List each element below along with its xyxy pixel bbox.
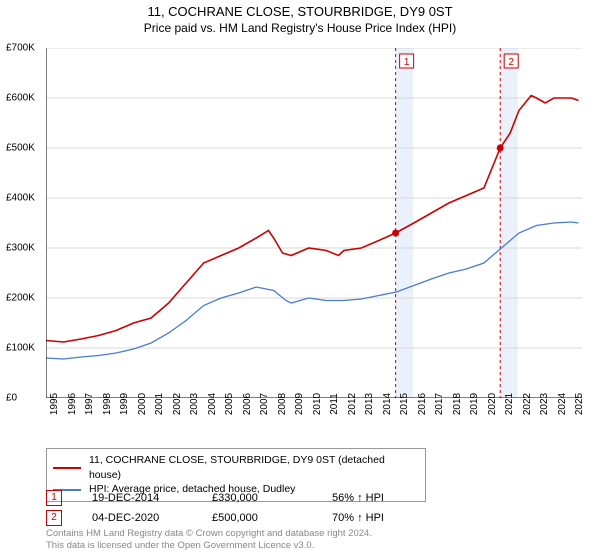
x-axis-tick-label: 2000 — [137, 393, 148, 415]
x-axis-tick-label: 2008 — [277, 393, 288, 415]
x-axis-tick-label: 1997 — [84, 393, 95, 415]
x-axis-tick-label: 2022 — [522, 393, 533, 415]
x-axis-tick-label: 2018 — [452, 393, 463, 415]
y-axis-tick-label: £500K — [6, 143, 52, 154]
legend-swatch — [53, 467, 81, 469]
marker-delta: 56% ↑ HPI — [332, 492, 452, 504]
x-axis-tick-label: 2002 — [172, 393, 183, 415]
x-axis-tick-label: 1998 — [102, 393, 113, 415]
marker-date: 19-DEC-2014 — [92, 492, 212, 504]
x-axis-tick-label: 2017 — [434, 393, 445, 415]
attribution-line2: This data is licensed under the Open Gov… — [46, 540, 372, 552]
svg-text:2: 2 — [508, 57, 514, 68]
attribution-line1: Contains HM Land Registry data © Crown c… — [46, 528, 372, 540]
marker-price: £330,000 — [212, 492, 332, 504]
x-axis-tick-label: 2004 — [207, 393, 218, 415]
x-axis-tick-label: 1995 — [49, 393, 60, 415]
x-axis-tick-label: 2003 — [189, 393, 200, 415]
legend-label: 11, COCHRANE CLOSE, STOURBRIDGE, DY9 0ST… — [89, 453, 419, 482]
x-axis-tick-label: 2014 — [382, 393, 393, 415]
y-axis-tick-label: £300K — [6, 243, 52, 254]
svg-text:1: 1 — [404, 57, 410, 68]
y-axis-tick-label: £600K — [6, 93, 52, 104]
attribution: Contains HM Land Registry data © Crown c… — [46, 528, 372, 553]
marker-delta: 70% ↑ HPI — [332, 512, 452, 524]
x-axis-tick-label: 2016 — [417, 393, 428, 415]
x-axis-tick-label: 2023 — [539, 393, 550, 415]
chart-title: 11, COCHRANE CLOSE, STOURBRIDGE, DY9 0ST — [0, 0, 600, 19]
y-axis-tick-label: £700K — [6, 43, 52, 54]
marker-number: 2 — [46, 510, 62, 526]
marker-number: 1 — [46, 490, 62, 506]
y-axis-tick-label: £400K — [6, 193, 52, 204]
x-axis-tick-label: 2024 — [557, 393, 568, 415]
x-axis-tick-label: 2013 — [364, 393, 375, 415]
marker-date: 04-DEC-2020 — [92, 512, 212, 524]
marker-table-row: 1 19-DEC-2014£330,00056% ↑ HPI — [46, 488, 452, 508]
y-axis-tick-label: £200K — [6, 293, 52, 304]
x-axis-tick-label: 2006 — [242, 393, 253, 415]
x-axis-tick-label: 2001 — [154, 393, 165, 415]
x-axis-tick-label: 1999 — [119, 393, 130, 415]
legend-item: 11, COCHRANE CLOSE, STOURBRIDGE, DY9 0ST… — [53, 453, 419, 482]
x-axis-tick-label: 2007 — [259, 393, 270, 415]
marker-price: £500,000 — [212, 512, 332, 524]
x-axis-tick-label: 2019 — [469, 393, 480, 415]
price-chart: 12 — [46, 48, 582, 398]
x-axis-tick-label: 2012 — [347, 393, 358, 415]
x-axis-tick-label: 1996 — [67, 393, 78, 415]
y-axis-tick-label: £0 — [6, 393, 52, 404]
x-axis-tick-label: 2011 — [329, 393, 340, 415]
chart-subtitle: Price paid vs. HM Land Registry's House … — [0, 19, 600, 35]
x-axis-tick-label: 2021 — [504, 393, 515, 415]
x-axis-tick-label: 2009 — [294, 393, 305, 415]
x-axis-tick-label: 2005 — [224, 393, 235, 415]
marker-table: 1 19-DEC-2014£330,00056% ↑ HPI 2 04-DEC-202… — [46, 488, 452, 528]
x-axis-tick-label: 2020 — [487, 393, 498, 415]
x-axis-tick-label: 2025 — [574, 393, 585, 415]
marker-table-row: 2 04-DEC-2020£500,00070% ↑ HPI — [46, 508, 452, 528]
x-axis-tick-label: 2010 — [312, 393, 323, 415]
x-axis-tick-label: 2015 — [399, 393, 410, 415]
y-axis-tick-label: £100K — [6, 343, 52, 354]
